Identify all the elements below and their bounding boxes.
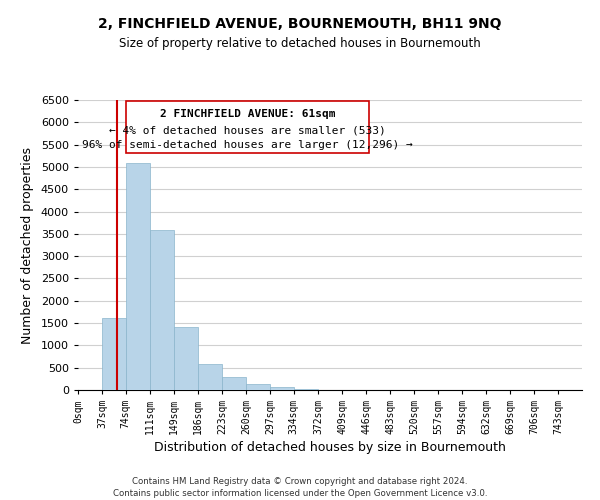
Text: Size of property relative to detached houses in Bournemouth: Size of property relative to detached ho… — [119, 38, 481, 51]
Bar — [270, 387, 294, 390]
Bar — [222, 377, 246, 390]
Bar — [102, 318, 126, 390]
Bar — [126, 102, 369, 152]
Text: 96% of semi-detached houses are larger (12,296) →: 96% of semi-detached houses are larger (… — [82, 140, 413, 150]
Text: Contains HM Land Registry data © Crown copyright and database right 2024.: Contains HM Land Registry data © Crown c… — [132, 478, 468, 486]
Text: 2 FINCHFIELD AVENUE: 61sqm: 2 FINCHFIELD AVENUE: 61sqm — [160, 110, 335, 120]
Bar — [150, 230, 173, 390]
Text: ← 4% of detached houses are smaller (533): ← 4% of detached houses are smaller (533… — [109, 126, 386, 136]
X-axis label: Distribution of detached houses by size in Bournemouth: Distribution of detached houses by size … — [154, 441, 506, 454]
Bar — [198, 364, 222, 390]
Bar — [126, 164, 150, 390]
Bar — [294, 388, 318, 390]
Text: 2, FINCHFIELD AVENUE, BOURNEMOUTH, BH11 9NQ: 2, FINCHFIELD AVENUE, BOURNEMOUTH, BH11 … — [98, 18, 502, 32]
Text: Contains public sector information licensed under the Open Government Licence v3: Contains public sector information licen… — [113, 489, 487, 498]
Bar — [174, 326, 198, 390]
Y-axis label: Number of detached properties: Number of detached properties — [21, 146, 34, 344]
Bar — [246, 384, 270, 390]
